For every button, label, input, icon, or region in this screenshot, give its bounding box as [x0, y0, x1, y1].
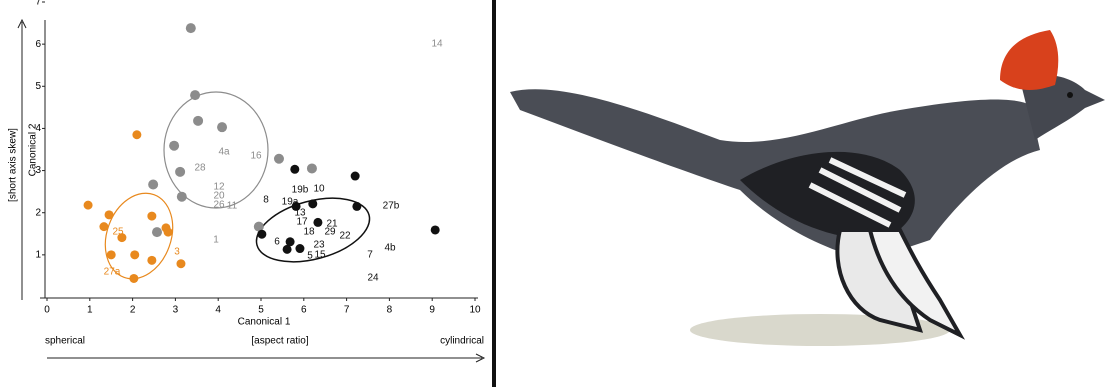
point-label: 28	[194, 163, 206, 174]
y-tick-label: 4	[35, 123, 41, 134]
y-tick-label: 3	[35, 165, 41, 176]
point-label: 7	[367, 250, 373, 261]
point	[351, 172, 360, 181]
x-tick-label: 7	[344, 305, 350, 316]
x-tick-label: 5	[258, 305, 264, 316]
point-label: 1	[213, 235, 219, 246]
point	[175, 167, 185, 177]
point-label: 8	[263, 195, 269, 206]
x-tick-label: 9	[429, 305, 435, 316]
eye	[1067, 92, 1073, 98]
point	[307, 163, 317, 173]
point-label: 14	[431, 39, 443, 50]
point-label: 4b	[384, 243, 396, 254]
point	[176, 259, 185, 268]
point-label: 10	[313, 184, 325, 195]
point	[147, 212, 156, 221]
x-axis-label: Canonical 1	[238, 317, 291, 328]
point	[274, 154, 284, 164]
point-label: 29	[324, 227, 336, 238]
point-label: 24	[367, 273, 379, 284]
point	[290, 165, 299, 174]
x-tick-label: 0	[44, 305, 50, 316]
y-tick-label: 1	[35, 249, 41, 260]
x-tick-label: 2	[130, 305, 136, 316]
point-label: 16	[250, 151, 262, 162]
point-label: 27b	[383, 201, 400, 212]
point-label: 25	[112, 227, 124, 238]
point	[193, 116, 203, 126]
point-label: 18	[303, 227, 315, 238]
point	[164, 228, 173, 237]
point-label: 15	[314, 250, 326, 261]
x-tick-label: 4	[215, 305, 221, 316]
point	[99, 222, 108, 231]
y-tick-label: 2	[35, 207, 41, 218]
point-label: 26	[213, 200, 225, 211]
point	[148, 179, 158, 189]
point	[186, 23, 196, 33]
x-axis-note: [aspect ratio]	[251, 336, 308, 347]
point	[105, 210, 114, 219]
point	[313, 218, 322, 227]
point	[130, 250, 139, 259]
point	[190, 90, 200, 100]
point-label: 11	[227, 201, 238, 212]
point-label: 4a	[218, 147, 230, 158]
point-label: 19a	[282, 197, 299, 208]
point-label: 22	[339, 231, 351, 242]
page: {"chart_data": {"type": "scatter", "xlab…	[0, 0, 1107, 387]
y-axis-note: [short axis skew]	[8, 128, 19, 202]
point-label: 5	[307, 251, 313, 262]
point	[177, 192, 187, 202]
point	[129, 274, 138, 283]
point	[217, 122, 227, 132]
point	[147, 256, 156, 265]
point	[169, 141, 179, 151]
point	[352, 202, 361, 211]
point	[431, 225, 440, 234]
point	[132, 130, 141, 139]
x-tick-label: 10	[469, 305, 481, 316]
y-tick-label: 6	[35, 39, 41, 50]
x-tick-label: 1	[87, 305, 93, 316]
point	[283, 245, 292, 254]
point-label: 3	[174, 247, 180, 258]
point-label: 6	[274, 237, 280, 248]
x-tick-label: 8	[387, 305, 393, 316]
y-tick-label: 5	[35, 81, 41, 92]
figure: Canonical 1 Canonical 2 [short axis skew…	[0, 0, 1107, 387]
point	[308, 199, 317, 208]
point	[84, 201, 93, 210]
y-tick-label: 7	[35, 0, 41, 8]
point	[257, 230, 266, 239]
point-label: 19b	[292, 185, 309, 196]
point-label: 27a	[104, 267, 121, 278]
x-left-note: spherical	[45, 336, 85, 347]
point	[107, 250, 116, 259]
x-tick-label: 6	[301, 305, 307, 316]
divider	[492, 0, 496, 387]
point	[152, 227, 162, 237]
x-tick-label: 3	[173, 305, 179, 316]
point	[295, 244, 304, 253]
x-right-note: cylindrical	[440, 336, 484, 347]
